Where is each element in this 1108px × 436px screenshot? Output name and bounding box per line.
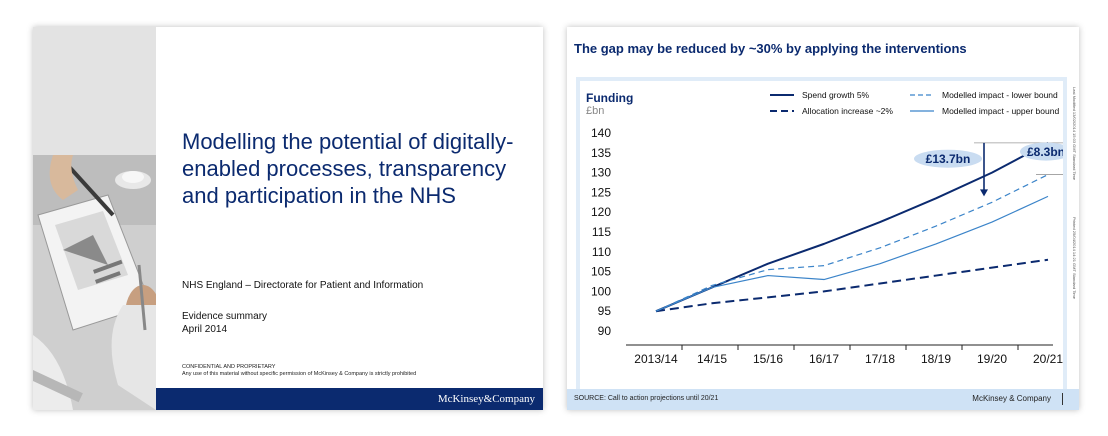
- chart-frame: Funding £bn Spend growth 5% Allocation in…: [576, 77, 1079, 394]
- y-tick-label: 140: [591, 126, 611, 140]
- x-tick-label: 20/21: [1033, 352, 1063, 366]
- disclaimer-text: Any use of this material without specifi…: [182, 371, 417, 377]
- legend-label: Modelled impact - lower bound: [942, 90, 1058, 100]
- arrow-head: [980, 189, 988, 197]
- legend-label: Modelled impact - upper bound: [942, 106, 1059, 116]
- brand-logo: McKinsey&Company: [437, 393, 535, 405]
- plot-area: [655, 142, 1049, 313]
- legend-label: Allocation increase ~2%: [802, 106, 893, 116]
- gap-callout-label: £8.3bn: [1027, 145, 1063, 159]
- x-tick-label: 14/15: [697, 352, 727, 366]
- gap-callout-badge: [1020, 142, 1072, 161]
- slide-title: The gap may be reduced by ~30% by applyi…: [574, 41, 967, 56]
- source-note: SOURCE: Call to action projections until…: [574, 395, 719, 402]
- series-line: [655, 142, 1049, 313]
- funding-chart: Funding £bn Spend growth 5% Allocation in…: [586, 90, 1079, 366]
- y-tick-label: 130: [591, 166, 611, 180]
- x-axis: 2013/14 14/15 15/16 16/17 17/18 18/19 19/20 20/…: [626, 344, 1075, 366]
- y-tick-label: 90: [598, 324, 612, 338]
- y-tick-label: 135: [591, 146, 611, 160]
- brand-name: McKinsey & Company: [972, 394, 1051, 403]
- gap-callout-badge: [914, 149, 982, 168]
- series-line: [655, 258, 1049, 313]
- x-tick-label: 2013/14: [634, 352, 678, 366]
- legend-label: Spend growth 5%: [802, 90, 870, 100]
- y-tick-label: 115: [592, 225, 611, 239]
- side-note-printed: Printed 25/04/2014 14:21 GMT Standard Ti…: [1072, 217, 1077, 299]
- y-axis-unit: £bn: [586, 105, 604, 117]
- organisation-line: NHS England – Directorate for Patient an…: [182, 280, 424, 291]
- side-note-modified: Last Modified 13/02/2014 15:03 GMT Stand…: [1072, 87, 1077, 181]
- evidence-block: Evidence summary April 2014: [182, 310, 267, 336]
- confidential-label: CONFIDENTIAL AND PROPRIETARY: [182, 364, 276, 370]
- y-tick-label: 95: [598, 304, 612, 318]
- title-slide[interactable]: Modelling the potential of digitally-ena…: [33, 27, 543, 410]
- x-tick-label: 17/18: [865, 352, 895, 366]
- footer-bar: SOURCE: Call to action projections until…: [567, 389, 1079, 410]
- x-tick-label: 16/17: [809, 352, 839, 366]
- grey-block: [33, 27, 156, 155]
- confidential-block: CONFIDENTIAL AND PROPRIETARY Any use of …: [182, 364, 416, 378]
- footer-bar: McKinsey&Company: [156, 388, 543, 410]
- y-tick-label: 125: [591, 185, 611, 199]
- chart-slide[interactable]: The gap may be reduced by ~30% by applyi…: [567, 27, 1079, 410]
- x-tick-label: 15/16: [753, 352, 783, 366]
- y-tick-label: 105: [591, 265, 611, 279]
- x-tick-label: 19/20: [977, 352, 1007, 366]
- chart-legend: Spend growth 5% Allocation increase ~2% Mo…: [770, 90, 1059, 116]
- series-line: [655, 174, 1049, 312]
- gap-annotations: £13.7bn £8.3bn: [914, 142, 1079, 197]
- y-axis: 90 95 100 105 110 115 120 125 130 135 140: [591, 126, 611, 338]
- y-tick-label: 100: [591, 284, 611, 298]
- slide-title: Modelling the potential of digitally-ena…: [182, 129, 514, 208]
- y-tick-label: 120: [591, 205, 611, 219]
- doc-type: Evidence summary: [182, 311, 268, 322]
- footer-divider: [1062, 393, 1063, 405]
- y-tick-label: 110: [592, 245, 611, 259]
- series-line: [655, 195, 1049, 312]
- gap-callout-label: £13.7bn: [926, 152, 971, 166]
- chart-panel: Funding £bn Spend growth 5% Allocation in…: [580, 81, 1079, 390]
- chart-title: Funding: [586, 91, 633, 105]
- cover-photo: [33, 155, 156, 410]
- doc-date: April 2014: [182, 324, 228, 335]
- x-tick-label: 18/19: [921, 352, 951, 366]
